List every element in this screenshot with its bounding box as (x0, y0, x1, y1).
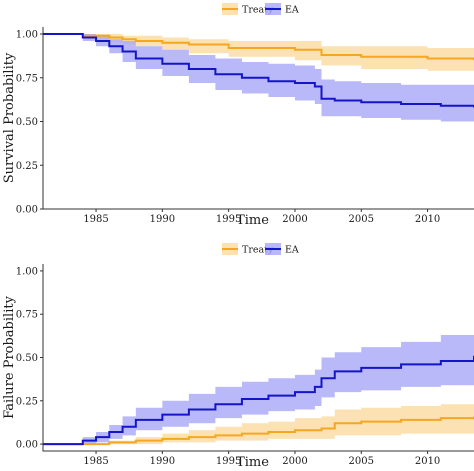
legend-key-treaty: Treaty (222, 243, 274, 256)
x-tick-label: 1985 (83, 456, 108, 467)
plot-area (43, 329, 474, 446)
x-tick-label: 2005 (349, 214, 374, 225)
x-axis-title: Time (236, 455, 269, 467)
x-tick-label: 2000 (282, 456, 307, 467)
legend-key-ea: EA (265, 3, 299, 16)
x-tick-label: 1985 (83, 214, 108, 225)
y-tick-label: 0.00 (16, 205, 38, 216)
x-tick-label: 2000 (282, 214, 307, 225)
x-tick-label: 1990 (150, 456, 175, 467)
y-tick-label: 1.00 (16, 30, 38, 41)
legend-label: EA (285, 245, 299, 256)
series-line-treaty (43, 33, 474, 61)
legend: Treaty EA (222, 3, 299, 16)
x-tick-label: 1995 (216, 456, 241, 467)
x-tick-label: 2010 (415, 456, 440, 467)
confidence-band-treaty (43, 400, 474, 445)
confidence-band-ea (43, 329, 474, 445)
legend-label: Treaty (242, 245, 274, 256)
x-tick-label: 2010 (415, 214, 440, 225)
plot-area (43, 33, 474, 124)
y-axis-title: Survival Probability (2, 52, 17, 183)
chart-panel-2: 0.00 0.25 0.50 0.75 1.00 1985 1990 1995 2000 2005… (2, 243, 474, 470)
y-tick-label: 0.75 (16, 73, 38, 84)
legend-key-treaty: Treaty (222, 3, 274, 16)
y-tick-label: 0.00 (16, 440, 38, 451)
series-line-ea (43, 33, 474, 108)
y-tick-label: 1.00 (16, 266, 38, 277)
x-tick-label: 2005 (349, 456, 374, 467)
legend-label: EA (285, 5, 299, 16)
y-tick-label: 0.75 (16, 310, 38, 321)
series-line-ea (43, 355, 474, 446)
x-tick-label: 1995 (216, 214, 241, 225)
series-line-treaty (43, 416, 474, 446)
x-axis-title: Time (236, 213, 269, 228)
y-tick-label: 0.25 (16, 161, 38, 172)
y-tick-label: 0.25 (16, 396, 38, 407)
legend-key-ea: EA (265, 243, 299, 256)
legend-label: Treaty (242, 5, 274, 16)
chart-panel-1: 0.00 0.25 0.50 0.75 1.00 1985 1990 1995 2000 2005… (2, 3, 474, 228)
x-tick-label: 1990 (150, 214, 175, 225)
y-tick-label: 0.50 (16, 117, 38, 128)
y-tick-label: 0.50 (16, 353, 38, 364)
legend: Treaty EA (222, 243, 299, 256)
confidence-band-treaty (43, 34, 474, 75)
y-axis-title: Failure Probability (2, 295, 17, 418)
